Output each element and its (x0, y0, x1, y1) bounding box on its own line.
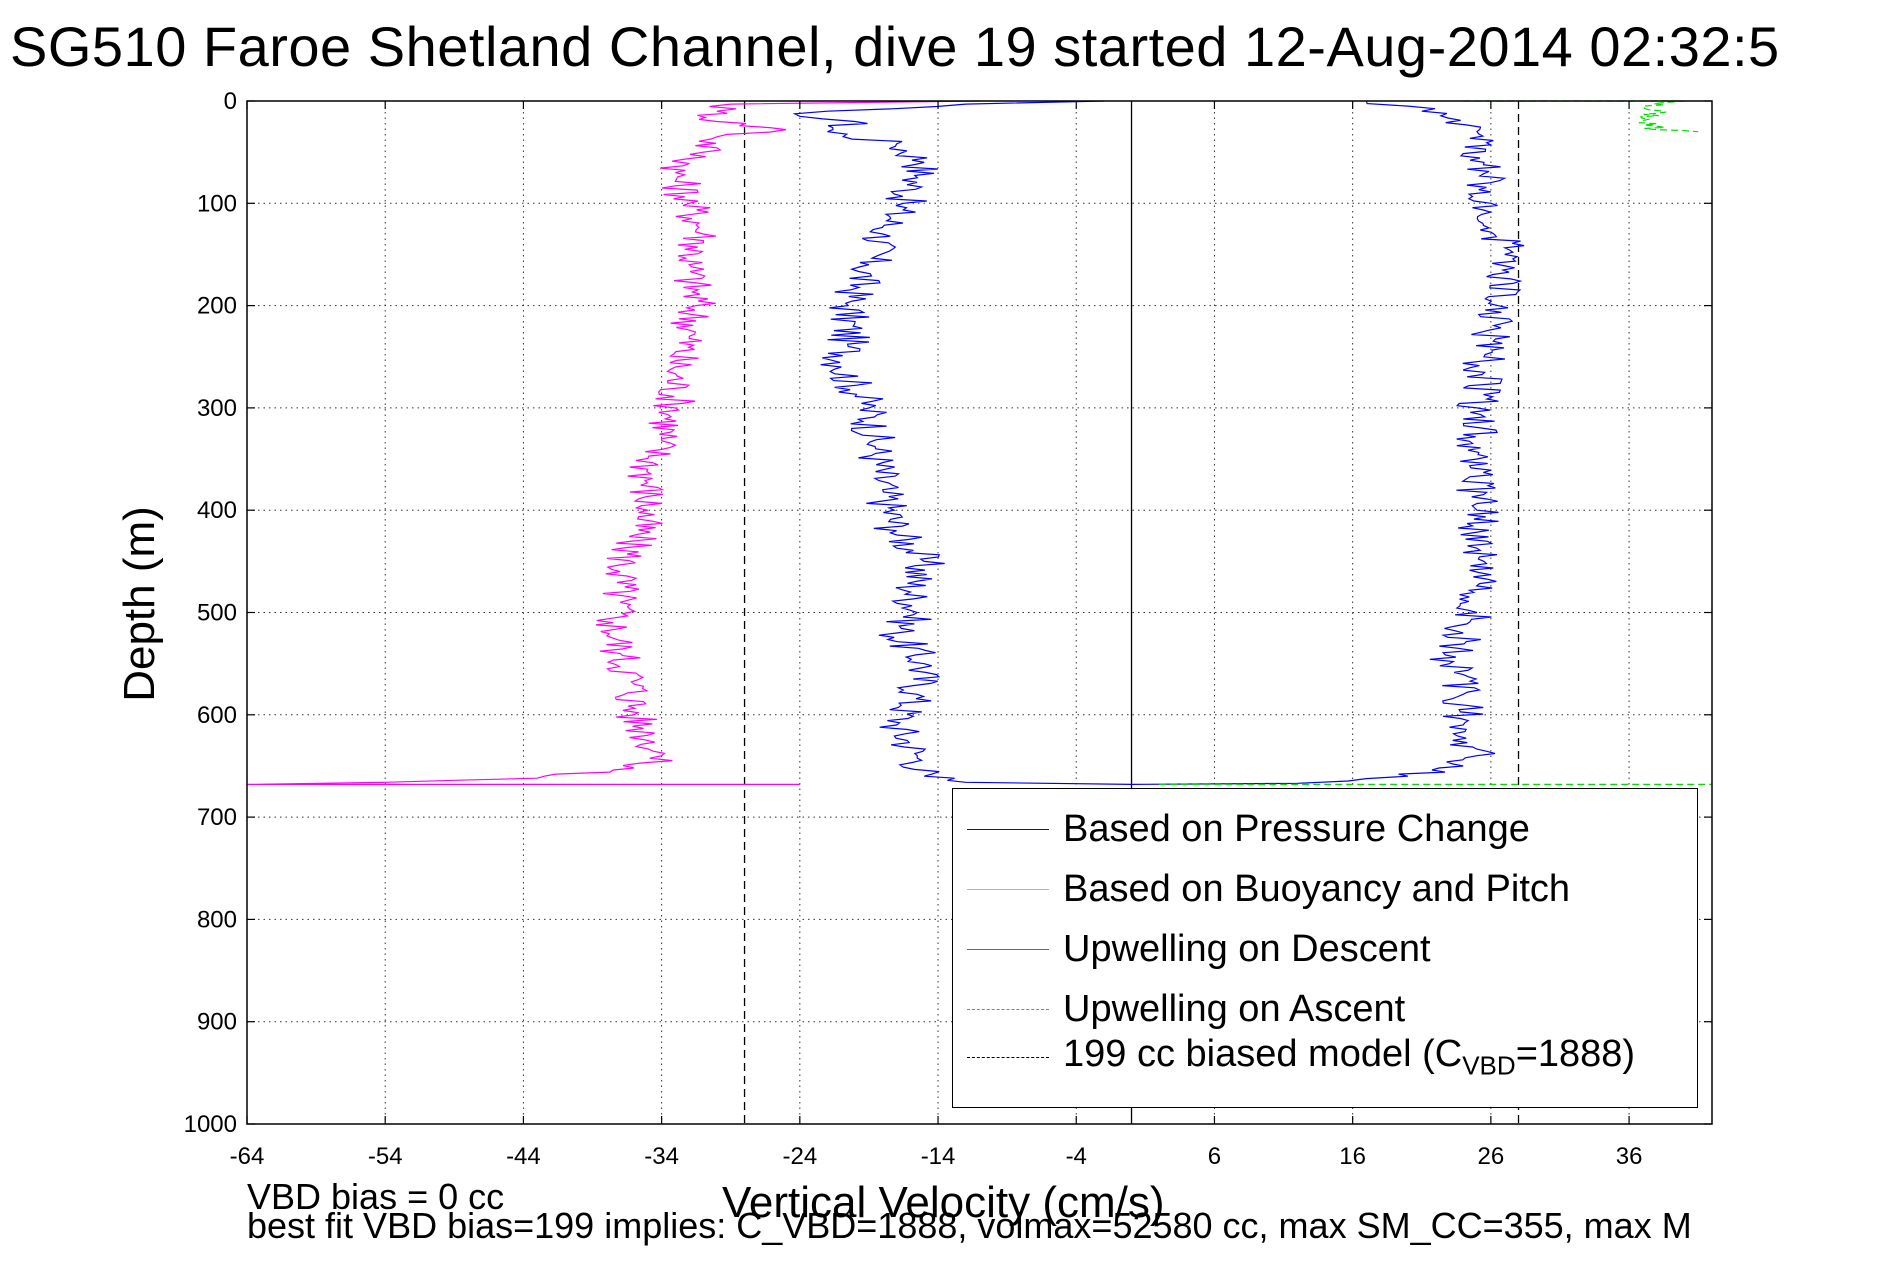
x-tick-label: 36 (1616, 1143, 1643, 1170)
legend-label: Upwelling on Ascent (1063, 987, 1406, 1030)
legend-label: Based on Buoyancy and Pitch (1063, 867, 1571, 910)
legend-swatch (967, 888, 1049, 890)
vbd-bias-note: VBD bias = 0 cc (247, 1176, 505, 1217)
x-tick-label: -4 (1066, 1143, 1087, 1170)
legend-item-descent: Upwelling on Descent (967, 927, 1431, 970)
series-upwelling-on-ascent-line (1463, 100, 1699, 133)
y-tick-label: 400 (197, 497, 237, 524)
x-tick-label: -34 (644, 1143, 679, 1170)
y-tick-label: 0 (224, 88, 237, 115)
legend-item-model: 199 cc biased model (CVBD=1888) (967, 1033, 1635, 1080)
y-axis-label: Depth (m) (115, 506, 164, 702)
legend-item-pressure: Based on Pressure Change (967, 807, 1530, 850)
legend-label: Upwelling on Descent (1063, 927, 1431, 970)
x-tick-label: -24 (782, 1143, 817, 1170)
series-based-on-pressure-change-line (792, 100, 1525, 786)
axis-ticks: -64 -54 -44 -34 -24 -14 -4 6 16 26 36 0 100 200 300 400… (184, 88, 1712, 1170)
legend-item-buoyancy: Based on Buoyancy and Pitch (967, 867, 1571, 910)
data-series (246, 100, 1712, 786)
legend-swatch (967, 828, 1049, 830)
best-fit-note: best fit VBD bias=199 implies: C_VBD=188… (247, 1205, 1692, 1246)
legend-swatch (967, 1008, 1049, 1010)
y-tick-label: 200 (197, 293, 237, 320)
y-tick-label: 800 (197, 906, 237, 933)
y-tick-label: 900 (197, 1009, 237, 1036)
y-tick-label: 600 (197, 702, 237, 729)
y-tick-label: 700 (197, 804, 237, 831)
legend-swatch (967, 948, 1049, 950)
x-axis-label: Vertical Velocity (cm/s) (722, 1178, 1165, 1227)
x-tick-label: 26 (1478, 1143, 1505, 1170)
x-tick-label: -54 (368, 1143, 403, 1170)
x-tick-label: 6 (1208, 1143, 1221, 1170)
legend-label: Based on Pressure Change (1063, 807, 1530, 850)
y-tick-label: 100 (197, 190, 237, 217)
y-tick-label: 500 (197, 600, 237, 627)
x-tick-label: 16 (1339, 1143, 1366, 1170)
legend: Based on Pressure Change Based on Buoyan… (952, 788, 1698, 1108)
x-tick-label: -14 (921, 1143, 956, 1170)
series-upwelling-on-descent-line (246, 100, 980, 785)
legend-label: 199 cc biased model (CVBD=1888) (1063, 1032, 1636, 1081)
x-tick-label: -64 (230, 1143, 265, 1170)
chart-title: SG510 Faroe Shetland Channel, dive 19 st… (10, 15, 1780, 78)
legend-swatch (967, 1056, 1049, 1058)
y-tick-label: 300 (197, 395, 237, 422)
legend-item-ascent: Upwelling on Ascent (967, 987, 1406, 1030)
y-tick-label: 1000 (184, 1111, 237, 1138)
x-tick-label: -44 (506, 1143, 541, 1170)
